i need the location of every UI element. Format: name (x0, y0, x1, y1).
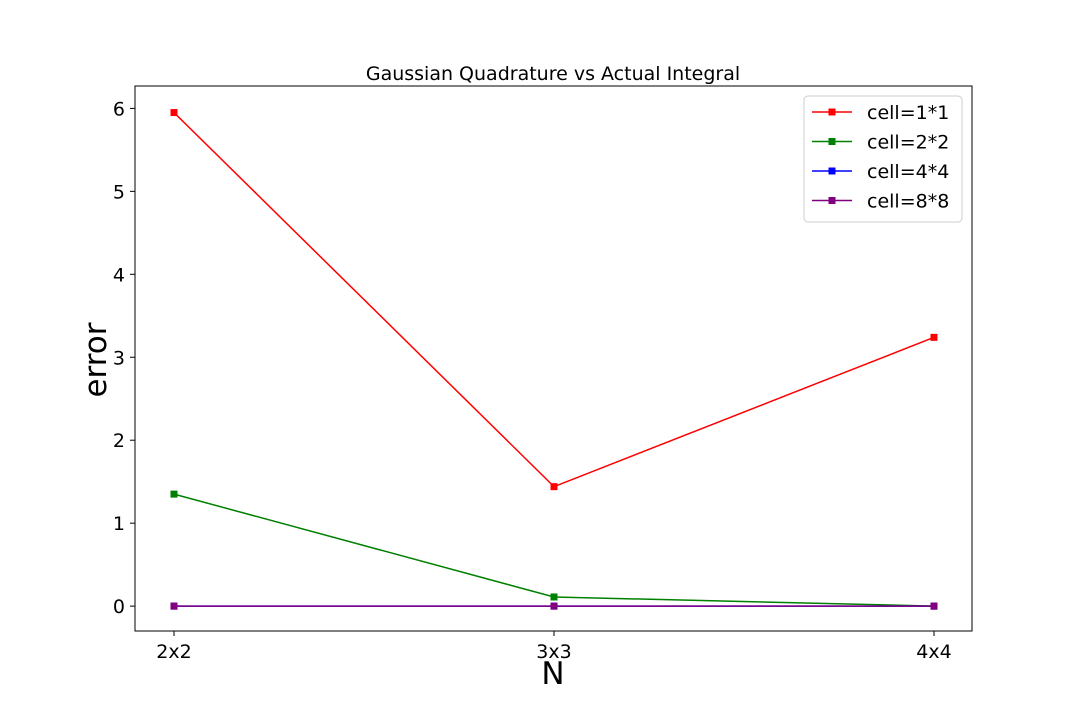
data-point (170, 490, 178, 498)
series-layer (170, 109, 938, 610)
series-line (173, 493, 935, 607)
legend-item: cell=4*4 (812, 161, 949, 183)
data-point (170, 602, 178, 610)
data-point (930, 333, 938, 341)
legend-item: cell=2*2 (812, 132, 949, 154)
y-tick-label: 2 (113, 430, 125, 452)
x-axis: 2x2 3x3 4x4 (156, 631, 952, 663)
y-tick-label: 5 (113, 181, 125, 203)
legend-label: cell=2*2 (867, 132, 949, 154)
y-tick-label: 0 (113, 596, 125, 618)
y-axis-label: error (78, 322, 114, 397)
legend-marker (828, 197, 836, 204)
x-tick-label: 4x4 (916, 641, 951, 663)
series-2 (170, 490, 938, 610)
legend-item: cell=8*8 (812, 191, 949, 213)
data-point (550, 483, 558, 491)
y-axis: 0 1 2 3 4 5 6 (113, 98, 135, 618)
data-point (170, 109, 178, 117)
series-4 (170, 602, 938, 610)
data-point (930, 602, 938, 610)
legend-item: cell=1*1 (812, 102, 949, 124)
y-tick-label: 1 (113, 513, 125, 535)
legend-marker (828, 167, 836, 175)
legend-label: cell=1*1 (867, 102, 949, 124)
data-point (550, 602, 558, 610)
y-tick-label: 6 (113, 98, 125, 120)
data-point (550, 593, 558, 601)
chart-title: Gaussian Quadrature vs Actual Integral (366, 63, 740, 85)
x-axis-label: N (541, 656, 564, 692)
legend-label: cell=4*4 (867, 161, 949, 183)
x-tick-label: 3x3 (536, 641, 571, 663)
y-tick-label: 3 (113, 347, 125, 369)
legend: cell=1*1 cell=2*2 cell=4*4 cell=8*8 (803, 95, 963, 223)
legend-box (803, 95, 963, 223)
legend-marker (828, 108, 836, 116)
x-tick-label: 2x2 (156, 641, 191, 663)
legend-label: cell=8*8 (867, 191, 949, 213)
series-1 (170, 109, 938, 491)
legend-marker (828, 138, 836, 145)
y-tick-label: 4 (113, 264, 125, 286)
